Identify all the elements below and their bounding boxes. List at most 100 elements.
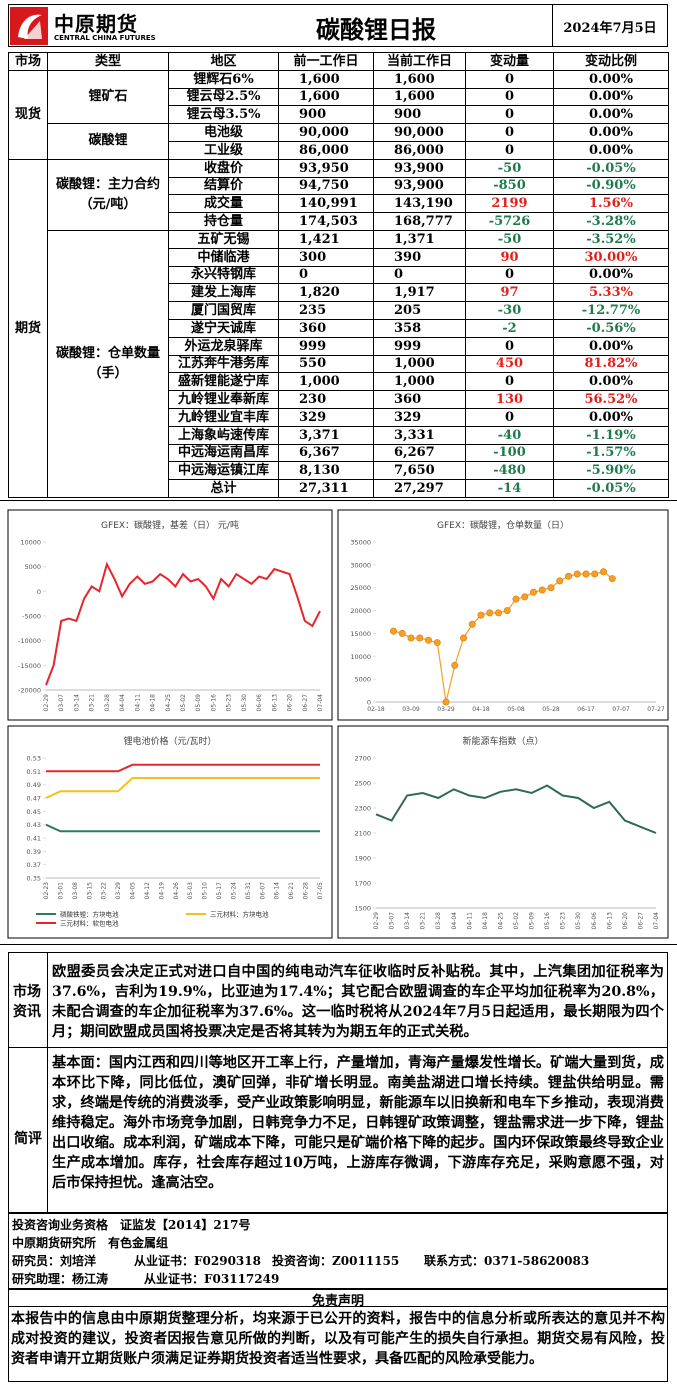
footer-line: 研究助理：杨江涛 从业证书：F03117249 <box>12 1270 662 1288</box>
ratio-cell: -0.56% <box>553 318 669 338</box>
point <box>573 570 581 578</box>
change-cell: 0 <box>465 140 554 160</box>
change-cell: 0 <box>465 105 554 125</box>
curr-cell: 329 <box>373 407 466 427</box>
chart-title: 锂电池价格（元/瓦时） <box>123 735 216 747</box>
disclaimer-text: 本报告中的信息由中原期货整理分析，均来源于已公开的资料，报告中的信息分析或所表达… <box>11 1311 665 1367</box>
point <box>503 607 511 615</box>
data-table: 市场 类型 地区 前一工作日 当前工作日 变动量 变动比例 现货 锂矿石 锂辉石6% 1,600 1,… <box>8 52 669 498</box>
divider <box>552 4 553 47</box>
change-cell: 0 <box>465 372 554 392</box>
region-cell: 中远海运镇江库 <box>168 461 279 481</box>
x-tick-label: 03-15 <box>86 882 93 900</box>
header-box <box>8 4 668 47</box>
ratio-cell: -0.05% <box>553 479 669 498</box>
x-tick-label: 06-17 <box>577 706 595 713</box>
point <box>416 634 424 642</box>
ratio-cell: -3.28% <box>553 212 669 231</box>
prev-cell: 90,000 <box>278 123 374 142</box>
ratio-cell: -3.52% <box>553 229 669 249</box>
change-cell: 0 <box>465 69 554 89</box>
x-tick-label: 05-30 <box>575 912 582 930</box>
curr-cell: 168,777 <box>373 212 466 231</box>
ratio-cell: -12.77% <box>553 301 669 320</box>
title: 碳酸锂日报 <box>316 15 436 44</box>
curr-cell: 93,900 <box>373 158 466 178</box>
x-tick-label: 05-09 <box>195 694 202 712</box>
curr-cell: 1,600 <box>373 87 466 107</box>
y-tick-label: 0.47 <box>27 795 41 803</box>
ratio-cell: 0.00% <box>553 123 669 142</box>
point <box>389 627 397 635</box>
y-tick-label: 0.39 <box>27 848 41 856</box>
x-tick-label: 06-20 <box>287 694 294 712</box>
prev-cell: 140,991 <box>278 194 374 214</box>
y-tick-label: 0.45 <box>27 808 41 816</box>
ratio-cell: 0.00% <box>553 265 669 285</box>
point <box>591 570 599 578</box>
region-cell: 成交量 <box>168 194 279 214</box>
x-tick-label: 05-16 <box>544 912 551 930</box>
x-tick-label: 05-23 <box>560 912 567 930</box>
chart-frame <box>337 509 669 721</box>
y-tick-label: 0.53 <box>27 755 41 763</box>
news-label: 市场资讯 <box>13 984 41 1020</box>
ratio-cell: 30.00% <box>553 247 669 267</box>
change-cell: -40 <box>465 425 554 445</box>
ratio-cell: 56.52% <box>553 390 669 409</box>
series-line <box>45 823 320 833</box>
region-cell: 中储临港 <box>168 247 279 267</box>
change-cell: -480 <box>465 461 554 481</box>
prev-cell: 0 <box>278 265 374 285</box>
region-cell: 锂辉石6% <box>168 69 279 89</box>
chart-title: 新能源车指数（点） <box>462 735 543 747</box>
x-tick-label: 03-14 <box>73 694 80 712</box>
change-cell: -2 <box>465 318 554 338</box>
news-text: 欧盟委员会决定正式对进口自中国的纯电动汽车征收临时反补贴税。其中，上汽集团加征税… <box>52 964 664 1040</box>
ratio-cell: 1.56% <box>553 194 669 214</box>
change-cell: 0 <box>465 265 554 285</box>
x-tick-label: 03-28 <box>435 912 442 930</box>
ratio-cell: 0.00% <box>553 105 669 125</box>
change-cell: 0 <box>465 336 554 356</box>
x-tick-label: 04-11 <box>466 912 473 930</box>
curr-cell: 0 <box>373 265 466 285</box>
change-cell: -100 <box>465 443 554 463</box>
footer: 投资咨询业务资格 证监发【2014】217号 中原期货研究所 有色金属组 研究员：刘… <box>12 1216 662 1288</box>
region-cell: 永兴特钢库 <box>168 265 279 285</box>
prev-cell: 94,750 <box>278 176 374 196</box>
prev-cell: 1,421 <box>278 229 374 249</box>
y-tick-label: 0.37 <box>27 861 41 869</box>
y-tick-label: 0.49 <box>27 781 41 789</box>
y-tick-label: 15000 <box>350 630 371 638</box>
point <box>538 586 546 594</box>
y-tick-label: 1900 <box>354 855 371 863</box>
region-cell: 九岭锂业宜丰库 <box>168 407 279 427</box>
x-tick-label: 04-04 <box>119 694 126 712</box>
header-cell: 变动量 <box>465 52 554 71</box>
footer-text: 从业证书：F03117249 <box>144 1272 280 1286</box>
ratio-cell: 81.82% <box>553 354 669 374</box>
curr-cell: 999 <box>373 336 466 356</box>
x-tick-label: 05-09 <box>529 912 536 930</box>
x-tick-label: 05-24 <box>230 882 237 900</box>
change-cell: 0 <box>465 407 554 427</box>
curr-cell: 143,190 <box>373 194 466 214</box>
point <box>512 595 520 603</box>
change-cell: -30 <box>465 301 554 320</box>
ratio-cell: -1.19% <box>553 425 669 445</box>
x-tick-label: 07-27 <box>647 706 665 713</box>
x-tick-label: 05-10 <box>202 882 209 900</box>
legend-label: 三元材料：方块电池 <box>210 910 269 919</box>
region-cell: 锂云母2.5% <box>168 87 279 107</box>
x-tick-label: 02-29 <box>43 694 50 712</box>
region-cell: 上海象屿速传库 <box>168 425 279 445</box>
x-tick-label: 05-17 <box>216 882 223 900</box>
region-cell: 盛新锂能遂宁库 <box>168 372 279 392</box>
x-tick-label: 06-14 <box>274 882 281 900</box>
point <box>398 629 406 637</box>
x-tick-label: 04-25 <box>165 694 172 712</box>
point <box>468 620 476 628</box>
footer-text: 从业证书：F0290318 <box>134 1254 261 1268</box>
point <box>599 568 607 576</box>
